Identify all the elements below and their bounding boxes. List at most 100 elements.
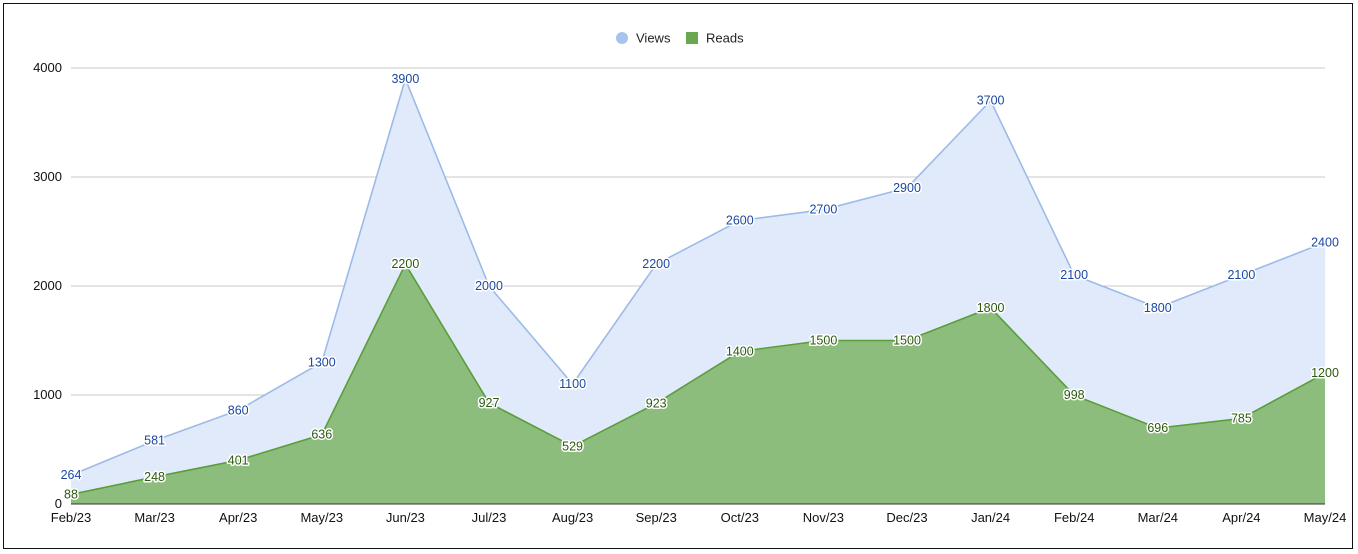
- line-reads: [70, 263, 1326, 496]
- data-label-halo: 860: [228, 403, 249, 417]
- legend-swatch-square: [686, 32, 698, 44]
- x-tick-label: Jan/24: [971, 510, 1010, 525]
- legend-label: Reads: [706, 31, 744, 46]
- data-label-halo: 2200: [642, 257, 670, 271]
- data-label-halo: 581: [144, 434, 165, 448]
- x-tick-label: Feb/23: [51, 510, 91, 525]
- data-label-halo: 636: [311, 428, 332, 442]
- data-label-halo: 696: [1147, 421, 1168, 435]
- data-label-halo: 88: [64, 487, 78, 501]
- legend: Views Reads: [616, 31, 744, 46]
- data-label-halo: 1500: [893, 334, 921, 348]
- data-label-text: 998: [1064, 388, 1085, 402]
- chart-frame: 264 264 581 581 860 860 1300 1300 3900 3900 2000 20…: [3, 3, 1353, 549]
- x-tick-label: Oct/23: [721, 510, 759, 525]
- data-label-text: 2100: [1227, 268, 1255, 282]
- legend-swatch-circle: [616, 32, 628, 44]
- x-axis: Feb/23 Mar/23 Apr/23 May/23 Jun/23 Jul/23 Aug/…: [51, 510, 1347, 525]
- data-label-halo: 401: [228, 453, 249, 467]
- data-label-text: 2600: [726, 214, 754, 228]
- x-tick-label: Mar/24: [1138, 510, 1178, 525]
- data-label-halo: 2200: [391, 257, 419, 271]
- data-label-halo: 2400: [1311, 235, 1339, 249]
- data-label-text: 88: [64, 487, 78, 501]
- y-tick-label: 0: [55, 496, 62, 511]
- data-label-text: 1500: [893, 334, 921, 348]
- data-label-text: 1300: [308, 355, 336, 369]
- data-label-text: 1500: [809, 334, 837, 348]
- data-label-halo: 2100: [1227, 268, 1255, 282]
- x-tick-label: Aug/23: [552, 510, 593, 525]
- x-tick-label: Jul/23: [472, 510, 507, 525]
- data-label-halo: 2600: [726, 214, 754, 228]
- area-chart: 2642645815818608601300130039003900200020…: [33, 31, 1347, 526]
- data-label-text: 2000: [475, 279, 503, 293]
- data-label-text: 2700: [809, 203, 837, 217]
- data-label-halo: 2100: [1060, 268, 1088, 282]
- data-label-halo: 2700: [809, 203, 837, 217]
- data-label-text: 636: [311, 428, 332, 442]
- line-views: [70, 78, 1326, 476]
- data-label-text: 3900: [391, 72, 419, 86]
- x-tick-label: Feb/24: [1054, 510, 1094, 525]
- data-label-text: 1100: [559, 377, 586, 391]
- x-tick-label: Apr/24: [1222, 510, 1260, 525]
- data-label-text: 2900: [893, 181, 921, 195]
- data-label-halo: 529: [562, 439, 583, 453]
- data-label-halo: 923: [646, 396, 667, 410]
- data-label-halo: 1800: [1144, 301, 1172, 315]
- area-reads: [71, 264, 1325, 504]
- data-label-text: 2200: [391, 257, 419, 271]
- legend-item-reads[interactable]: Reads: [686, 31, 744, 46]
- data-label-halo: 998: [1064, 388, 1085, 402]
- data-label-text: 264: [61, 468, 82, 482]
- data-label-halo: 927: [479, 396, 500, 410]
- data-label-text: 1800: [1144, 301, 1172, 315]
- data-label-text: 248: [144, 470, 165, 484]
- data-label-halo: 785: [1231, 411, 1252, 425]
- data-label-text: 581: [144, 434, 165, 448]
- x-tick-label: Sep/23: [636, 510, 677, 525]
- data-label-text: 860: [228, 403, 249, 417]
- data-label-text: 923: [646, 396, 667, 410]
- data-label-text: 696: [1147, 421, 1168, 435]
- data-label-text: 1200: [1311, 366, 1339, 380]
- data-label-halo: 3900: [391, 72, 419, 86]
- y-tick-label: 3000: [33, 169, 62, 184]
- y-tick-label: 1000: [33, 387, 62, 402]
- data-label-text: 401: [228, 453, 249, 467]
- x-tick-label: May/23: [300, 510, 343, 525]
- legend-item-views[interactable]: Views: [616, 31, 671, 46]
- data-label-text: 1800: [977, 301, 1005, 315]
- data-label-halo: 1200: [1311, 366, 1339, 380]
- x-tick-label: Jun/23: [386, 510, 425, 525]
- x-tick-label: Nov/23: [803, 510, 844, 525]
- data-label-halo: 1300: [308, 355, 336, 369]
- series-lines: [70, 78, 1326, 496]
